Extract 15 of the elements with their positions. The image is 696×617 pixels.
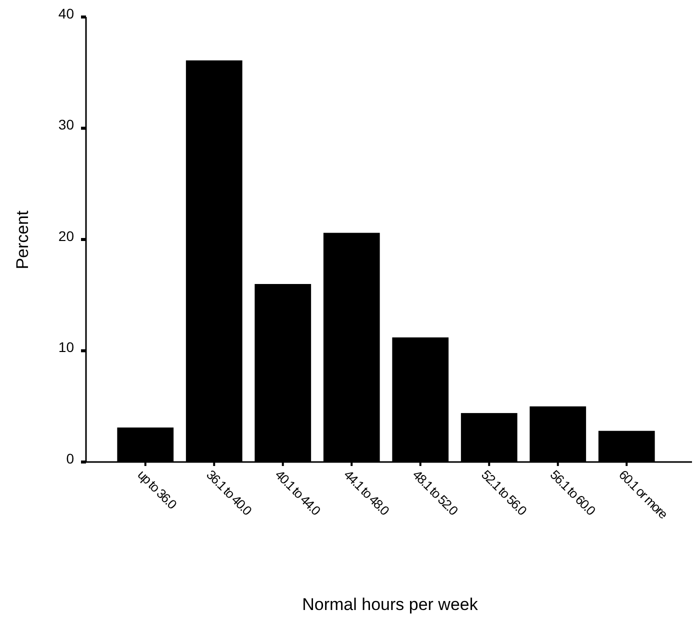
x-tick-label: 48.1 to 52.0 [410,466,462,518]
y-tick-label: 40 [58,5,74,22]
x-tick-label: 56.1 to 60.0 [547,466,599,518]
x-tick-label: 60.1 or more [616,466,671,522]
y-axis-title: Percent [13,210,32,270]
y-tick-label: 30 [58,116,74,133]
y-tick-label: 20 [58,228,74,244]
x-tick-label: up to 36.0 [134,466,180,512]
x-axis-title: Normal hours per week [302,595,478,614]
x-tick-label: 52.1 to 56.0 [478,466,530,518]
x-tick-label: 44.1 to 48.0 [341,466,392,518]
y-tick-label: 0 [66,450,74,466]
x-tick-label: 36.1 to 40.0 [204,466,255,518]
x-tick-label: 40.1 to 44.0 [272,466,324,518]
y-tick-label: 10 [58,339,74,356]
